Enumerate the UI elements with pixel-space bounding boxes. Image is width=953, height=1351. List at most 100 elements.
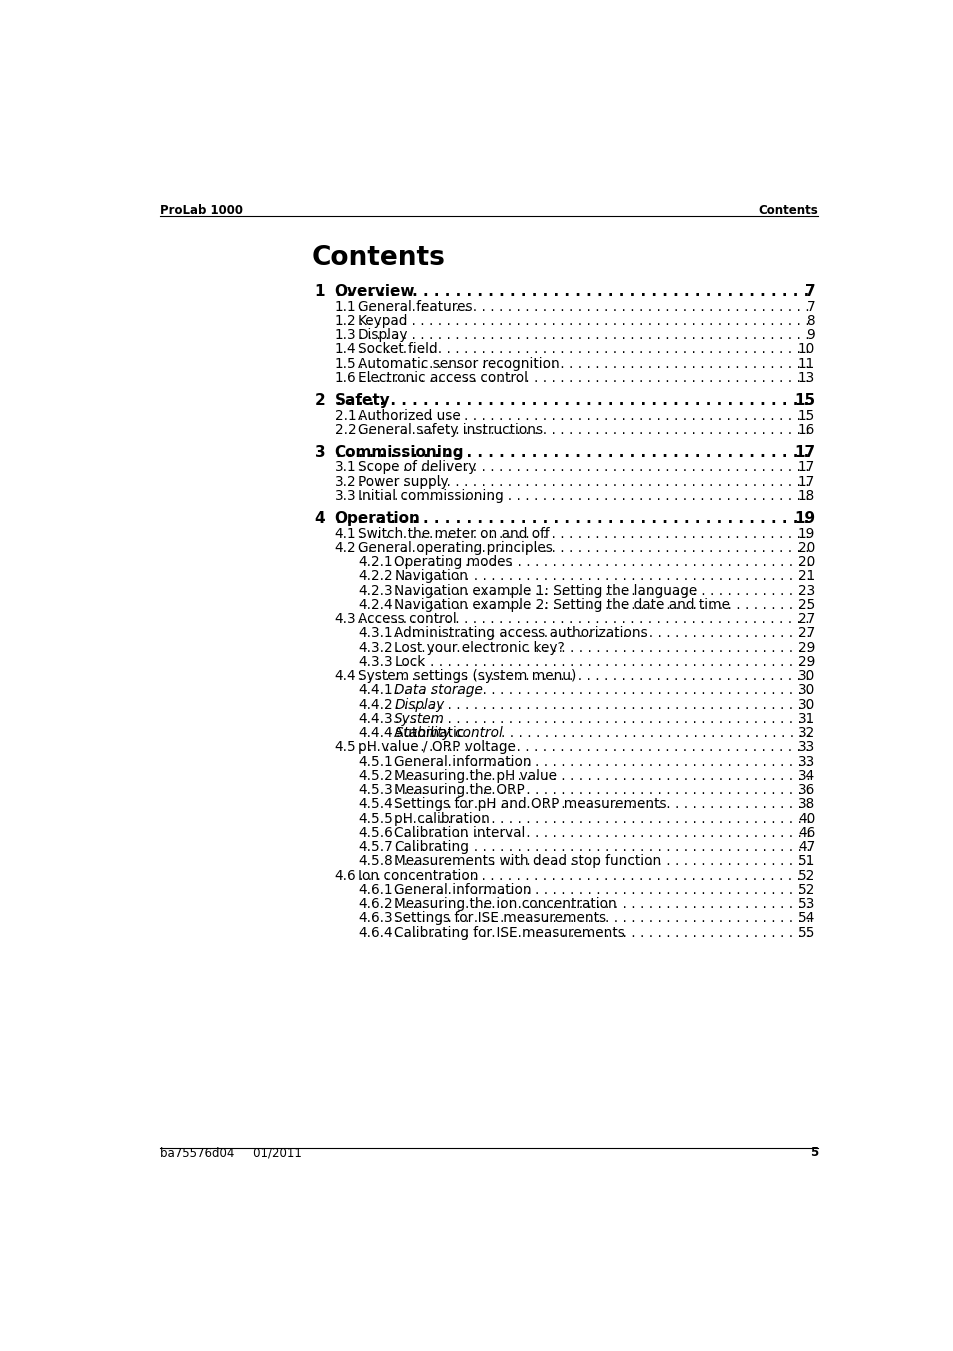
Text: . . . . . . . . . . . . . . . . . . . . . . . . . . . . . . . . . . . . . . . . : . . . . . . . . . . . . . . . . . . . . … (395, 912, 953, 925)
Text: . . . . . . . . . . . . . . . . . . . . . . . . . . . . . . . . . . . . . . . . : . . . . . . . . . . . . . . . . . . . . … (395, 825, 953, 840)
Text: 19: 19 (793, 511, 815, 526)
Text: 17: 17 (793, 444, 815, 459)
Text: Safety: Safety (335, 393, 390, 408)
Text: 4.5.5: 4.5.5 (357, 812, 393, 825)
Text: 4.5.7: 4.5.7 (357, 840, 393, 854)
Text: 53: 53 (797, 897, 815, 911)
Text: . . . . . . . . . . . . . . . . . . . . . . . . . . . . . . . . . . . . . . . . : . . . . . . . . . . . . . . . . . . . . … (358, 313, 953, 328)
Text: . . . . . . . . . . . . . . . . . . . . . . . . . . . . . . . . . . . . . . . . : . . . . . . . . . . . . . . . . . . . . … (395, 840, 953, 854)
Text: 3.3: 3.3 (335, 489, 356, 503)
Text: Measuring the ion concentration: Measuring the ion concentration (394, 897, 617, 911)
Text: . . . . . . . . . . . . . . . . . . . . . . . . . . . . . . . . . . . . . . . . : . . . . . . . . . . . . . . . . . . . . … (335, 284, 953, 299)
Text: 1.2: 1.2 (335, 313, 356, 328)
Text: 32: 32 (797, 725, 815, 740)
Text: General information: General information (394, 882, 532, 897)
Text: . . . . . . . . . . . . . . . . . . . . . . . . . . . . . . . . . . . . . . . . : . . . . . . . . . . . . . . . . . . . . … (335, 511, 953, 526)
Text: . . . . . . . . . . . . . . . . . . . . . . . . . . . . . . . . . . . . . . . . : . . . . . . . . . . . . . . . . . . . . … (395, 854, 953, 869)
Text: 2.2: 2.2 (335, 423, 356, 436)
Text: . . . . . . . . . . . . . . . . . . . . . . . . . . . . . . . . . . . . . . . . : . . . . . . . . . . . . . . . . . . . . … (358, 540, 953, 555)
Text: ProLab 1000: ProLab 1000 (159, 204, 242, 218)
Text: 20: 20 (797, 555, 815, 569)
Text: Initial commissioning: Initial commissioning (357, 489, 503, 503)
Text: 4: 4 (314, 511, 325, 526)
Text: . . . . . . . . . . . . . . . . . . . . . . . . . . . . . . . . . . . . . . . . : . . . . . . . . . . . . . . . . . . . . … (395, 797, 953, 812)
Text: 4.4.2: 4.4.2 (357, 697, 393, 712)
Text: Navigation example 1: Setting the language: Navigation example 1: Setting the langua… (394, 584, 697, 597)
Text: Navigation example 2: Setting the date and time: Navigation example 2: Setting the date a… (394, 598, 730, 612)
Text: Measuring the ORP: Measuring the ORP (394, 784, 524, 797)
Text: 16: 16 (797, 423, 815, 436)
Text: 34: 34 (797, 769, 815, 782)
Text: Automatic sensor recognition: Automatic sensor recognition (357, 357, 559, 370)
Text: 4.3.3: 4.3.3 (357, 655, 393, 669)
Text: 3.2: 3.2 (335, 474, 356, 489)
Text: 4.2.1: 4.2.1 (357, 555, 393, 569)
Text: 4.1: 4.1 (335, 527, 356, 540)
Text: Lost your electronic key?: Lost your electronic key? (394, 640, 564, 655)
Text: 1: 1 (314, 284, 325, 299)
Text: 4.2: 4.2 (335, 540, 356, 555)
Text: General operating principles: General operating principles (357, 540, 552, 555)
Text: 4.6.1: 4.6.1 (357, 882, 393, 897)
Text: . . . . . . . . . . . . . . . . . . . . . . . . . . . . . . . . . . . . . . . . : . . . . . . . . . . . . . . . . . . . . … (395, 640, 953, 655)
Text: 51: 51 (797, 854, 815, 869)
Text: 29: 29 (797, 655, 815, 669)
Text: 3: 3 (314, 444, 325, 459)
Text: Measurements with dead stop function: Measurements with dead stop function (394, 854, 661, 869)
Text: Power supply: Power supply (357, 474, 448, 489)
Text: 2: 2 (314, 393, 325, 408)
Text: . . . . . . . . . . . . . . . . . . . . . . . . . . . . . . . . . . . . . . . . : . . . . . . . . . . . . . . . . . . . . … (395, 725, 953, 740)
Text: Lock: Lock (394, 655, 425, 669)
Text: pH calibration: pH calibration (394, 812, 490, 825)
Text: Measuring the pH value: Measuring the pH value (394, 769, 557, 782)
Text: 4.4.1: 4.4.1 (357, 684, 393, 697)
Text: 15: 15 (797, 408, 815, 423)
Text: Contents: Contents (758, 204, 818, 218)
Text: 4.2.4: 4.2.4 (357, 598, 393, 612)
Text: Scope of delivery: Scope of delivery (357, 461, 476, 474)
Text: Commissioning: Commissioning (335, 444, 464, 459)
Text: Display: Display (394, 697, 444, 712)
Text: . . . . . . . . . . . . . . . . . . . . . . . . . . . . . . . . . . . . . . . . : . . . . . . . . . . . . . . . . . . . . … (358, 527, 953, 540)
Text: . . . . . . . . . . . . . . . . . . . . . . . . . . . . . . . . . . . . . . . . : . . . . . . . . . . . . . . . . . . . . … (395, 784, 953, 797)
Text: . . . . . . . . . . . . . . . . . . . . . . . . . . . . . . . . . . . . . . . . : . . . . . . . . . . . . . . . . . . . . … (358, 669, 953, 684)
Text: 4.3.1: 4.3.1 (357, 627, 393, 640)
Text: 47: 47 (797, 840, 815, 854)
Text: Contents: Contents (311, 246, 445, 272)
Text: 18: 18 (797, 489, 815, 503)
Text: . . . . . . . . . . . . . . . . . . . . . . . . . . . . . . . . . . . . . . . . : . . . . . . . . . . . . . . . . . . . . … (395, 655, 953, 669)
Text: Stability control: Stability control (395, 725, 502, 740)
Text: pH value / ORP voltage: pH value / ORP voltage (357, 740, 516, 754)
Text: . . . . . . . . . . . . . . . . . . . . . . . . . . . . . . . . . . . . . . . . : . . . . . . . . . . . . . . . . . . . . … (395, 627, 953, 640)
Text: 4.5.4: 4.5.4 (357, 797, 393, 812)
Text: 27: 27 (797, 627, 815, 640)
Text: . . . . . . . . . . . . . . . . . . . . . . . . . . . . . . . . . . . . . . . . : . . . . . . . . . . . . . . . . . . . . … (358, 342, 953, 357)
Text: 4.2.2: 4.2.2 (357, 570, 393, 584)
Text: 7: 7 (805, 300, 815, 313)
Text: . . . . . . . . . . . . . . . . . . . . . . . . . . . . . . . . . . . . . . . . : . . . . . . . . . . . . . . . . . . . . … (395, 555, 953, 569)
Text: . . . . . . . . . . . . . . . . . . . . . . . . . . . . . . . . . . . . . . . . : . . . . . . . . . . . . . . . . . . . . … (395, 925, 953, 939)
Text: 30: 30 (797, 697, 815, 712)
Text: Overview: Overview (335, 284, 415, 299)
Text: 1.3: 1.3 (335, 328, 356, 342)
Text: 11: 11 (797, 357, 815, 370)
Text: . . . . . . . . . . . . . . . . . . . . . . . . . . . . . . . . . . . . . . . . : . . . . . . . . . . . . . . . . . . . . … (395, 812, 953, 825)
Text: . . . . . . . . . . . . . . . . . . . . . . . . . . . . . . . . . . . . . . . . : . . . . . . . . . . . . . . . . . . . . … (395, 697, 953, 712)
Text: 20: 20 (797, 540, 815, 555)
Text: Switch the meter on and off: Switch the meter on and off (357, 527, 549, 540)
Text: . . . . . . . . . . . . . . . . . . . . . . . . . . . . . . . . . . . . . . . . : . . . . . . . . . . . . . . . . . . . . … (358, 328, 953, 342)
Text: 9: 9 (805, 328, 815, 342)
Text: Keypad: Keypad (357, 313, 408, 328)
Text: Calibration interval: Calibration interval (394, 825, 525, 840)
Text: 17: 17 (797, 474, 815, 489)
Text: 19: 19 (797, 527, 815, 540)
Text: Operation: Operation (335, 511, 420, 526)
Text: . . . . . . . . . . . . . . . . . . . . . . . . . . . . . . . . . . . . . . . . : . . . . . . . . . . . . . . . . . . . . … (358, 370, 953, 385)
Text: ba75576d04     01/2011: ba75576d04 01/2011 (159, 1146, 301, 1159)
Text: 1.1: 1.1 (335, 300, 356, 313)
Text: Settings for ISE measurements: Settings for ISE measurements (394, 912, 606, 925)
Text: Authorized use: Authorized use (357, 408, 460, 423)
Text: 1.6: 1.6 (335, 370, 356, 385)
Text: 4.4.4: 4.4.4 (357, 725, 393, 740)
Text: . . . . . . . . . . . . . . . . . . . . . . . . . . . . . . . . . . . . . . . . : . . . . . . . . . . . . . . . . . . . . … (358, 300, 953, 313)
